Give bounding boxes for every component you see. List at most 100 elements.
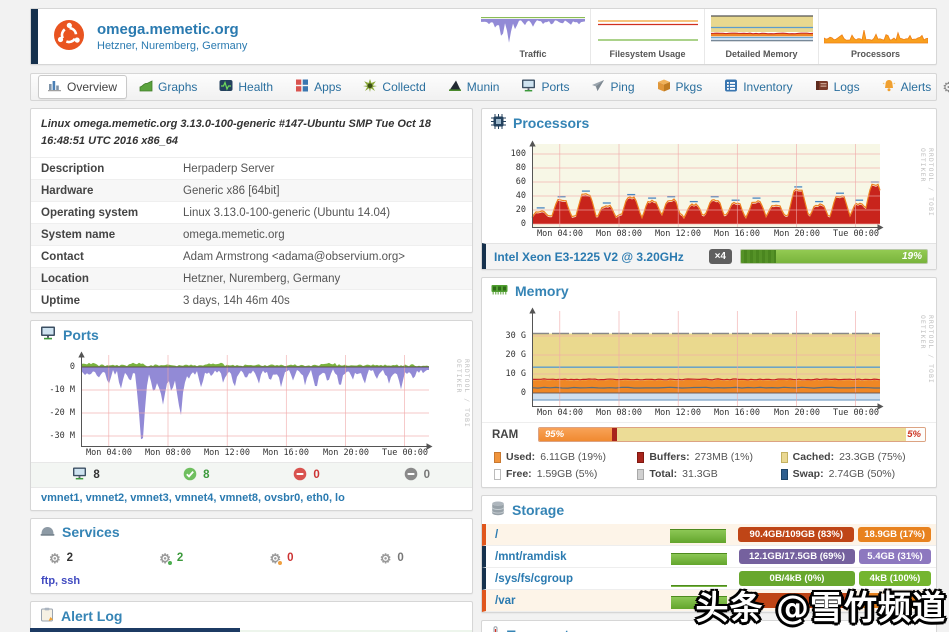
- legend-swatch-buffers: [637, 451, 645, 463]
- mount-link[interactable]: /sys/fs/cgroup: [495, 572, 573, 585]
- section-title: Processors: [513, 115, 590, 131]
- gear-warn-icon: ⚙: [269, 550, 284, 566]
- ram-usage-row: RAM 95% 5%: [482, 422, 936, 446]
- rrdtool-watermark: RRDTOOL / TOBI OETIKER: [919, 315, 935, 384]
- monitor-icon: [40, 326, 56, 343]
- y-tick: 30 G: [505, 331, 526, 341]
- ports-interface-links[interactable]: vmnet1, vmnet2, vmnet3, vmnet4, vmnet8, …: [41, 492, 345, 505]
- tab-inventory[interactable]: Inventory: [714, 75, 802, 99]
- tab-alerts[interactable]: Alerts: [872, 75, 942, 99]
- ports-stats-row: 8 8 0 0: [31, 462, 472, 489]
- x-tick: Mon 08:00: [144, 448, 192, 459]
- y-tick: 60: [515, 177, 526, 187]
- cpu-row: Intel Xeon E3-1225 V2 @ 3.20GHz ×4 19%: [482, 243, 936, 269]
- ports-graph[interactable]: 0 -10 M -20 M -30 M Mon 04:00 Mon 08:00 …: [35, 351, 472, 462]
- mini-graph-memory[interactable]: Detailed Memory: [704, 9, 818, 64]
- tab-collectd[interactable]: Collectd: [353, 75, 435, 99]
- mini-graph-filesystem[interactable]: Filesystem Usage: [590, 9, 704, 64]
- legend-swatch-swap: [780, 468, 788, 480]
- tab-health[interactable]: Health: [209, 75, 283, 99]
- x-tick: Mon 20:00: [773, 229, 821, 239]
- rrdtool-watermark: RRDTOOL / TOBI OETIKER: [455, 359, 471, 428]
- tab-ping[interactable]: Ping: [581, 75, 644, 99]
- mini-graph-processors[interactable]: Processors: [818, 9, 932, 64]
- tab-munin[interactable]: Munin: [438, 75, 510, 99]
- y-tick: 0: [520, 219, 526, 229]
- pkgs-icon: [657, 79, 671, 95]
- collectd-icon: [363, 79, 378, 95]
- storage-free-badge: 4kB (100%): [859, 571, 931, 586]
- x-tick: Mon 12:00: [203, 448, 251, 459]
- x-tick: Mon 08:00: [595, 229, 643, 239]
- mini-graph-label: Filesystem Usage: [609, 49, 686, 59]
- x-tick: Mon 12:00: [654, 408, 702, 418]
- minus-circle-gray-icon: [404, 467, 418, 484]
- section-title: Memory: [515, 283, 569, 299]
- tab-apps[interactable]: Apps: [285, 75, 351, 99]
- cpu-usage-bar: 19%: [740, 249, 928, 264]
- sysinfo-row: Operating system Linux 3.13.0-100-generic…: [31, 202, 472, 225]
- ports-icon: [521, 79, 536, 95]
- tab-logs[interactable]: Logs: [805, 75, 870, 99]
- alert-log-panel: Alert Log 2d 19h 4m processor_ge_80 Aver…: [30, 601, 473, 632]
- storage-used-badge: 12.1GB/17.5GB (69%): [739, 549, 855, 564]
- section-title: Ports: [63, 326, 99, 343]
- mount-link[interactable]: /mnt/ramdisk: [495, 550, 567, 563]
- health-icon: [219, 79, 233, 95]
- memory-panel: Memory 30 G 20 G 10 G 0 Mon 04:00 Mon 08…: [481, 277, 937, 488]
- check-circle-icon: [183, 467, 197, 484]
- ubuntu-logo-icon: [53, 19, 85, 54]
- ram-usage-bar: 95% 5%: [538, 427, 926, 442]
- tab-pkgs[interactable]: Pkgs: [647, 75, 713, 99]
- gear-check-icon: ⚙: [159, 550, 173, 566]
- overview-icon: [48, 79, 62, 95]
- section-title: Storage: [512, 502, 565, 518]
- munin-icon: [448, 79, 462, 95]
- cpu-name-link[interactable]: Intel Xeon E3-1225 V2 @ 3.20GHz: [494, 249, 684, 264]
- y-tick: 0: [520, 388, 526, 398]
- memory-graph[interactable]: 30 G 20 G 10 G 0 Mon 04:00 Mon 08:00 Mon…: [486, 307, 936, 422]
- tab-label: Collectd: [382, 80, 426, 94]
- ram-stick-icon: [491, 283, 508, 299]
- alerts-icon: [882, 79, 896, 95]
- legend-swatch-used: [494, 451, 501, 463]
- tab-overview[interactable]: Overview: [38, 75, 128, 99]
- ping-icon: [591, 79, 605, 95]
- y-tick: 40: [515, 191, 526, 201]
- sysinfo-row: Description Herpaderp Server: [31, 158, 472, 181]
- monitor-icon: [72, 467, 87, 483]
- kernel-banner: Linux omega.memetic.org 3.13.0-100-gener…: [31, 109, 472, 159]
- gear-icon: ⚙: [49, 550, 61, 566]
- tab-label: Health: [238, 80, 274, 94]
- storage-mini-graph: [671, 571, 727, 587]
- y-tick: -20 M: [49, 408, 75, 419]
- tab-label: Logs: [833, 80, 860, 94]
- clipped-element-edge: [30, 628, 240, 632]
- system-info-panel: Linux omega.memetic.org 3.13.0-100-gener…: [30, 108, 473, 314]
- settings-gear-icon[interactable]: ⚙: [942, 78, 949, 95]
- mini-graph-traffic[interactable]: Traffic: [476, 9, 590, 64]
- storage-free-badge: …: [859, 593, 931, 608]
- tab-graphs[interactable]: Graphs: [129, 75, 207, 99]
- tab-label: Pkgs: [675, 80, 703, 94]
- status-stripe: [31, 9, 38, 64]
- tab-ports[interactable]: Ports: [511, 75, 579, 99]
- processors-panel: Processors 100 80 60 40 20 0 Mon 04:00 M…: [481, 108, 937, 270]
- x-tick: Mon 04:00: [536, 408, 584, 418]
- mount-link[interactable]: /var: [495, 594, 516, 607]
- ram-label: RAM: [492, 428, 519, 441]
- rrdtool-watermark: RRDTOOL / TOBI OETIKER: [919, 148, 935, 217]
- storage-used-badge: 90.4GB/109GB (83%): [738, 527, 855, 542]
- services-links[interactable]: ftp, ssh: [41, 575, 81, 588]
- ports-panel: Ports 0 -10 M -20 M -30 M Mon 04:00 Mon …: [30, 320, 473, 512]
- memory-legend: Used: 6.11GB (19%) Buffers: 273MB (1%) Cac…: [482, 446, 936, 487]
- legend-swatch-cached: [780, 451, 788, 463]
- page-title-hostname: omega.memetic.org: [97, 21, 239, 38]
- mount-link[interactable]: /: [495, 528, 499, 541]
- y-tick: 20: [515, 205, 526, 215]
- tab-label: Ports: [541, 80, 570, 94]
- section-title: Temperature: [507, 627, 591, 632]
- storage-free-badge: 18.9GB (17%): [858, 527, 931, 542]
- y-tick: -10 M: [49, 385, 75, 396]
- processors-graph[interactable]: 100 80 60 40 20 0 Mon 04:00 Mon 08:00 Mo…: [486, 140, 936, 243]
